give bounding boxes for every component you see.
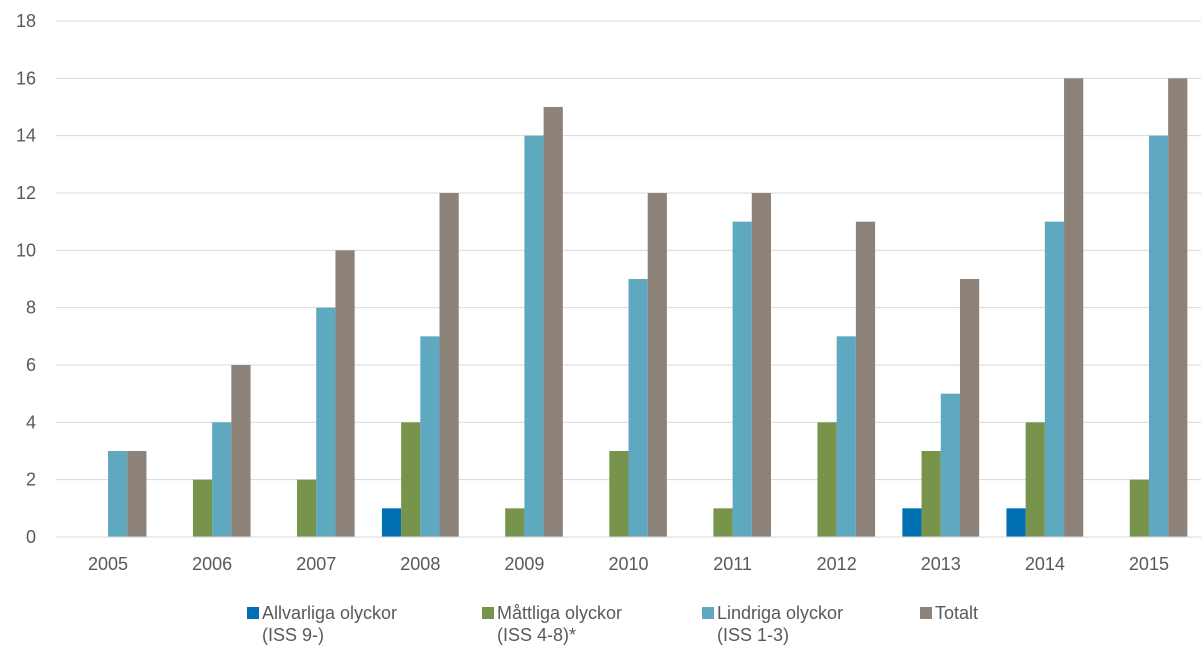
bar-2006-series-1 [192, 479, 213, 537]
legend-label-line: (ISS 1-3) [717, 625, 790, 645]
bar-2012-series-1 [817, 422, 837, 537]
y-tick-label: 8 [26, 298, 36, 318]
bar-2011-series-1 [713, 508, 733, 537]
bar-2005-series-2 [108, 451, 128, 537]
bar-2008-series-3 [439, 193, 459, 537]
legend-label-line: (ISS 4-8)* [497, 625, 577, 645]
bar-2009-series-2 [524, 135, 544, 538]
y-tick-label: 2 [26, 470, 36, 490]
y-tick-label: 4 [26, 412, 36, 432]
bars [108, 78, 1188, 538]
bar-2010-series-3 [647, 193, 667, 537]
legend-item-lindriga: Lindriga olyckor (ISS 1-3) [702, 602, 843, 646]
legend-label-mattliga: Måttliga olyckor (ISS 4-8)* [497, 602, 622, 646]
y-tick-label: 14 [16, 126, 36, 146]
bar-2012-series-3 [855, 221, 876, 538]
bar-2011-series-2 [732, 221, 752, 538]
bar-2010-series-1 [609, 451, 629, 537]
y-axis-ticks: 0 2 4 6 8 10 12 14 16 18 [16, 11, 36, 547]
legend-label-line: (ISS 9-) [262, 625, 325, 645]
legend-label-totalt: Totalt [935, 602, 978, 624]
bar-2008-series-1 [401, 422, 421, 537]
bar-2015-series-3 [1168, 78, 1188, 537]
x-tick-label: 2006 [192, 554, 232, 574]
legend-swatch-mattliga [482, 607, 494, 619]
bar-2013-series-2 [940, 393, 960, 537]
bar-2014-series-1 [1025, 422, 1045, 537]
bar-2007-series-1 [297, 479, 317, 537]
bar-2005-series-3 [127, 451, 147, 537]
x-tick-label: 2013 [921, 554, 961, 574]
legend-label-allvarliga: Allvarliga olyckor (ISS 9-) [262, 602, 397, 646]
x-tick-label: 2015 [1129, 554, 1169, 574]
legend-label-lindriga: Lindriga olyckor (ISS 1-3) [717, 602, 843, 646]
bar-2015-series-1 [1129, 479, 1149, 537]
bar-2007-series-2 [316, 307, 336, 537]
bar-2009-series-1 [505, 508, 525, 537]
x-axis-ticks: 2005 2006 2007 2008 2009 2010 2011 2012 2013 2014… [88, 554, 1169, 574]
bar-2013-series-1 [921, 451, 941, 537]
y-tick-label: 10 [16, 240, 36, 260]
legend-swatch-allvarliga [247, 607, 259, 619]
x-tick-label: 2012 [817, 554, 857, 574]
x-tick-label: 2007 [296, 554, 336, 574]
y-tick-label: 16 [16, 68, 36, 88]
legend-swatch-lindriga [702, 607, 714, 619]
legend-label-line: Måttliga olyckor [497, 603, 623, 623]
bar-2012-series-2 [836, 336, 856, 537]
bar-2013-series-3 [959, 279, 980, 537]
bar-2007-series-3 [335, 250, 355, 537]
bar-2006-series-2 [212, 422, 232, 537]
bar-2006-series-3 [231, 365, 251, 537]
legend-label-line: Allvarliga olyckor [262, 603, 398, 623]
x-tick-label: 2008 [400, 554, 440, 574]
y-tick-label: 0 [26, 527, 36, 547]
bar-2014-series-2 [1044, 221, 1065, 538]
x-tick-label: 2014 [1025, 554, 1065, 574]
x-tick-label: 2009 [504, 554, 544, 574]
bar-2009-series-3 [543, 107, 563, 537]
bar-2011-series-3 [751, 193, 771, 537]
bar-2008-series-0 [381, 508, 402, 537]
x-tick-label: 2011 [713, 554, 752, 574]
x-tick-label: 2005 [88, 554, 128, 574]
legend-label-line: Lindriga olyckor [717, 603, 844, 623]
legend-item-mattliga: Måttliga olyckor (ISS 4-8)* [482, 602, 622, 646]
y-tick-label: 18 [16, 11, 36, 31]
bar-chart: 0 2 4 6 8 10 12 14 16 18 2005 2006 2007 2008 2009 2010… [16, 11, 1201, 574]
legend: Allvarliga olyckor (ISS 9-) Måttliga oly… [0, 602, 1201, 654]
bar-2013-series-0 [902, 508, 922, 537]
legend-item-allvarliga: Allvarliga olyckor (ISS 9-) [247, 602, 397, 646]
bar-2014-series-3 [1064, 78, 1084, 537]
bar-2010-series-2 [628, 279, 648, 537]
bar-2008-series-2 [420, 336, 440, 537]
bar-2015-series-2 [1148, 135, 1169, 538]
y-tick-label: 12 [16, 183, 36, 203]
legend-item-totalt: Totalt [920, 602, 978, 624]
x-tick-label: 2010 [608, 554, 648, 574]
legend-swatch-totalt [920, 607, 932, 619]
legend-label-line: Totalt [935, 603, 979, 623]
bar-2014-series-0 [1006, 508, 1026, 537]
y-tick-label: 6 [26, 355, 36, 375]
